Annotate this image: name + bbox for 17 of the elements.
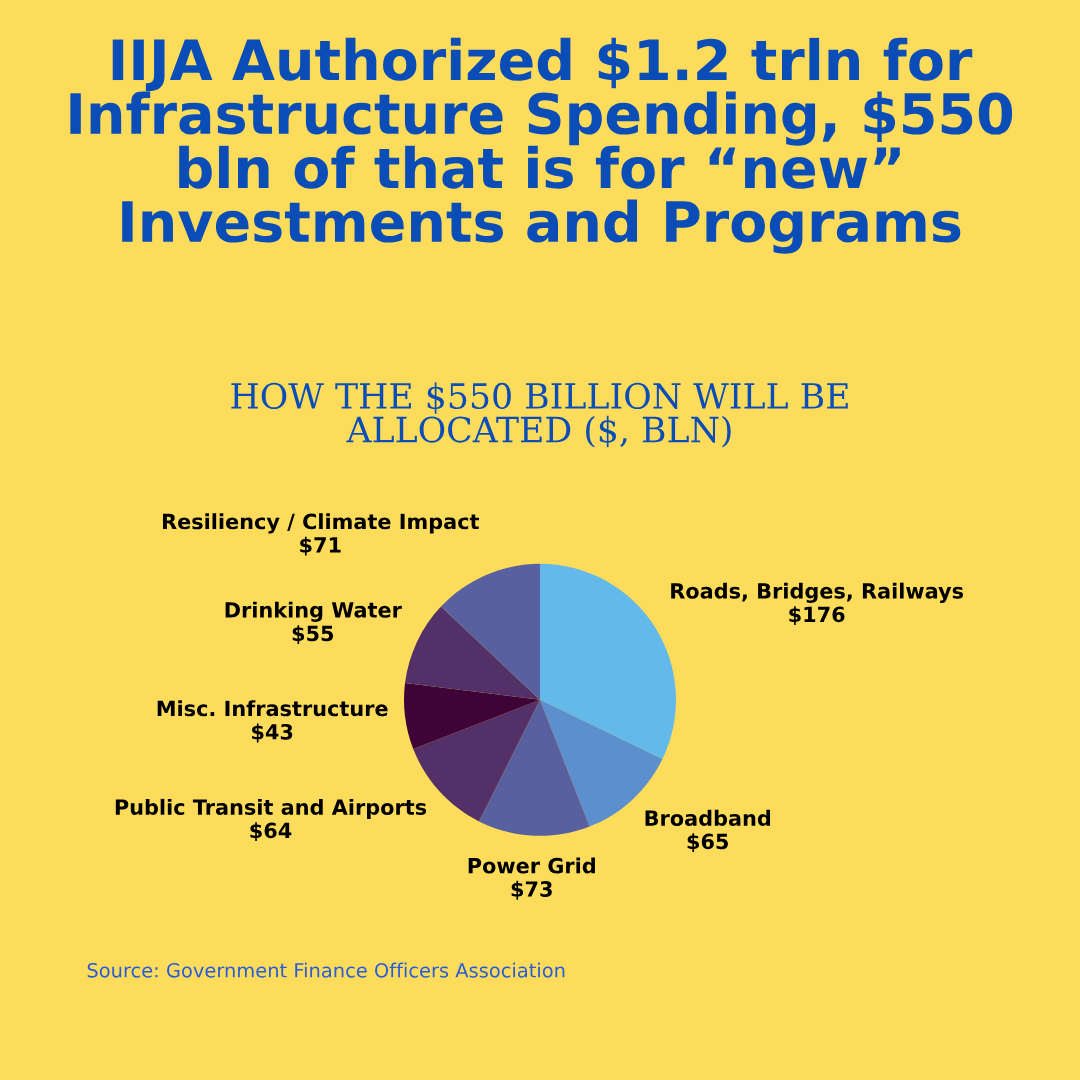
slice-label: Drinking Water — [225, 601, 402, 622]
data-label: $71 — [300, 536, 341, 556]
chart-subtitle: HOW THE $550 BILLION WILL BE ALLOCATED ($, BLN) — [231, 382, 848, 448]
chart-title: IIJA Authorized $1.2 trln for Infrastructure Spending, $550 bln of that is for “new” Investments and Programs — [70, 37, 1013, 254]
data-label: $65 — [687, 833, 728, 853]
data-label: $176 — [789, 606, 845, 626]
data-label: $43 — [252, 723, 293, 743]
slice-label: Roads, Bridges, Railways — [671, 582, 964, 603]
slice-label: Broadband — [645, 809, 771, 826]
data-label: $55 — [292, 625, 334, 645]
slice-label: Resiliency / Climate Impact — [162, 513, 479, 534]
slice-label: Misc. Infrastructure — [157, 700, 388, 717]
data-label: $64 — [250, 822, 292, 842]
slice-label: Public Transit and Airports — [115, 798, 427, 820]
source-note: Source: Government Finance Officers Association — [87, 962, 565, 978]
slice-label: Power Grid — [468, 857, 595, 874]
data-label: $73 — [511, 880, 552, 900]
